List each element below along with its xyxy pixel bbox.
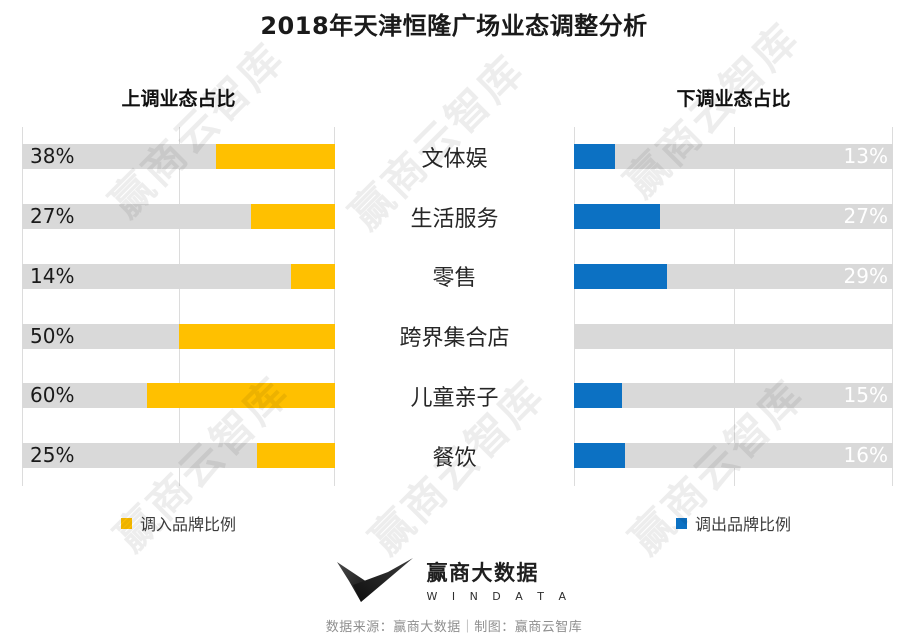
chart-row: 跨界集合店 [335,306,574,366]
legend-swatch-yellow [120,517,132,529]
left-bar [147,383,335,409]
source-caption: 数据来源：赢商大数据｜制图：赢商云智库 [325,620,583,635]
brand-text: 赢商大数据 W I N D A T A [426,557,571,603]
right-bar-value: 13% [843,144,888,169]
left-bar-track: 50% [22,323,335,349]
chart-row: 38% [22,127,335,187]
brand-footer: 赢商大数据 W I N D A T A [0,557,908,603]
category-label: 生活服务 [410,206,499,232]
legend-left: 调入品牌比例 [22,511,335,535]
right-bar-track [574,323,893,349]
right-bar-value: 16% [843,443,888,468]
chart-row: 25% [22,426,335,486]
chart-row [574,306,893,366]
left-bar [216,144,335,170]
left-chart-header: 上调业态占比 [121,88,236,110]
gridline [892,127,893,486]
gridline [733,127,735,486]
right-bar-chart: 13% 27% 29% 15% 16% [574,127,893,486]
gridline [22,127,23,486]
category-label: 餐饮 [432,445,477,471]
right-bar [574,144,616,170]
gridline [334,127,335,486]
chart-row: 14% [22,247,335,307]
chart-row: 15% [574,366,893,426]
category-label: 零售 [432,266,477,292]
legend-right: 调出品牌比例 [574,511,893,535]
legend-label: 调入品牌比例 [139,515,236,534]
chart-row: 29% [574,247,893,307]
left-bar [178,323,335,349]
left-bar [291,263,335,289]
category-label: 跨界集合店 [399,326,510,352]
right-bar-value: 27% [843,204,888,229]
category-label: 儿童亲子 [410,385,499,411]
right-bar-value: 29% [843,263,888,288]
legend-swatch-blue [675,517,687,529]
left-bar [250,204,335,230]
left-bar-value: 60% [30,383,75,408]
chart-row: 27% [574,187,893,247]
chart-row: 儿童亲子 [335,366,574,426]
left-bar-track: 60% [22,383,335,409]
left-bar-value: 25% [30,443,75,468]
win-data-logo-icon [337,558,414,602]
page-title: 2018年天津恒隆广场业态调整分析 [260,12,648,40]
chart-row: 50% [22,306,335,366]
left-bar-track: 38% [22,144,335,170]
right-bar-track: 29% [574,263,893,289]
legend-label: 调出品牌比例 [694,515,791,534]
right-bar [574,383,622,409]
chart-row: 60% [22,366,335,426]
gridline [574,127,575,486]
right-chart-header: 下调业态占比 [676,88,791,110]
left-bar-value: 50% [30,323,75,348]
chart-row: 餐饮 [335,426,574,486]
chart-row: 零售 [335,247,574,307]
right-bar [574,263,667,289]
chart-row: 生活服务 [335,187,574,247]
right-bar-track: 15% [574,383,893,409]
right-bar-track: 27% [574,204,893,230]
left-bar-track: 27% [22,204,335,230]
chart-row: 16% [574,426,893,486]
chart-row: 27% [22,187,335,247]
category-label: 文体娱 [421,146,488,172]
left-bar-chart: 38% 27% 14% 50% 60% 25% [22,127,335,486]
right-bar [574,443,626,469]
chart-row: 文体娱 [335,127,574,187]
left-bar-track: 14% [22,263,335,289]
chart-row: 13% [574,127,893,187]
left-bar-value: 38% [30,144,75,169]
left-bar-track: 25% [22,443,335,469]
brand-name-en: W I N D A T A [426,590,572,603]
right-bar-track: 16% [574,443,893,469]
left-bar-value: 27% [30,204,75,229]
right-bar-track: 13% [574,144,893,170]
category-axis: 文体娱生活服务零售跨界集合店儿童亲子餐饮 [335,127,574,486]
right-bar-value: 15% [843,383,888,408]
brand-name-cn: 赢商大数据 [426,561,539,585]
gridline [178,127,180,486]
left-bar [256,443,335,469]
right-bar [574,204,661,230]
left-bar-value: 14% [30,263,75,288]
